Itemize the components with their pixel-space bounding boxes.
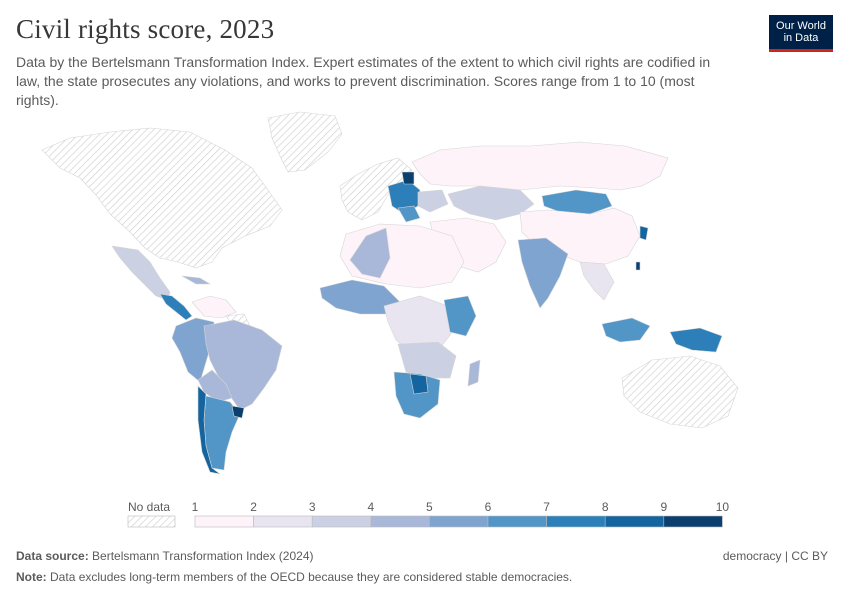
legend-bin-1[interactable] <box>194 515 254 528</box>
note-label: Note: <box>16 570 47 584</box>
legend-tick-labels: 1 2 3 4 5 6 7 8 9 10 <box>192 500 730 514</box>
legend-color-bins <box>194 515 723 528</box>
region-southern-africa[interactable] <box>397 341 457 379</box>
legend-tick-10: 10 <box>716 500 730 514</box>
region-greenland[interactable] <box>267 111 343 173</box>
source-label: Data source: <box>16 549 89 563</box>
region-russia[interactable] <box>411 141 669 191</box>
legend-tick-2: 2 <box>250 500 257 514</box>
region-madagascar[interactable] <box>467 359 481 387</box>
region-brazil[interactable] <box>203 319 283 411</box>
region-west-south-america[interactable] <box>171 317 215 383</box>
region-australia[interactable] <box>621 355 739 429</box>
legend-tick-6: 6 <box>485 500 492 514</box>
region-venezuela[interactable] <box>191 295 237 319</box>
region-taiwan[interactable] <box>635 261 641 271</box>
legend-tick-5: 5 <box>426 500 433 514</box>
note-text: Data excludes long-term members of the O… <box>50 570 573 584</box>
legend-tick-4: 4 <box>367 500 374 514</box>
region-cuba[interactable] <box>181 275 212 285</box>
legend-bin-6[interactable] <box>487 515 547 528</box>
source-line: Data source: Bertelsmann Transformation … <box>16 549 314 563</box>
note-line: Note: Data excludes long-term members of… <box>16 570 572 584</box>
region-ukraine[interactable] <box>417 189 449 213</box>
legend-bin-4[interactable] <box>370 515 430 528</box>
logo-line-1: Our World <box>776 20 826 32</box>
region-south-africa[interactable] <box>393 371 441 419</box>
region-mongolia[interactable] <box>541 189 613 215</box>
region-algeria[interactable] <box>349 227 391 279</box>
region-baltics[interactable] <box>401 171 415 185</box>
region-central-america[interactable] <box>159 293 193 321</box>
region-southeast-asia[interactable] <box>579 261 615 301</box>
chart-subtitle: Data by the Bertelsmann Transformation I… <box>16 54 711 108</box>
legend-bin-2[interactable] <box>253 515 313 528</box>
legend-bin-9[interactable] <box>663 515 723 528</box>
region-chile[interactable] <box>197 385 221 475</box>
region-balkans[interactable] <box>397 205 421 223</box>
legend-bin-3[interactable] <box>311 515 372 528</box>
legend-tick-1: 1 <box>192 500 199 514</box>
source-text[interactable]: Bertelsmann Transformation Index (2024) <box>92 549 314 563</box>
legend-no-data-label: No data <box>128 500 170 514</box>
legend-tick-9: 9 <box>660 500 667 514</box>
owid-logo[interactable]: Our World in Data <box>769 15 833 52</box>
legend-tick-7: 7 <box>543 500 550 514</box>
region-indonesia-east[interactable] <box>669 327 723 353</box>
legend-bin-7[interactable] <box>546 515 606 528</box>
region-india[interactable] <box>517 237 569 309</box>
region-uruguay[interactable] <box>231 405 245 419</box>
region-botswana[interactable] <box>409 373 429 395</box>
world-map: No data 1 2 3 4 5 6 7 8 9 10 <box>41 111 739 528</box>
legend-bin-5[interactable] <box>429 515 489 528</box>
legend-no-data-swatch <box>127 515 176 528</box>
chart-title: Civil rights score, 2023 <box>16 14 275 44</box>
license-text[interactable]: democracy | CC BY <box>722 549 828 563</box>
region-korea[interactable] <box>639 225 649 241</box>
map-legend: No data 1 2 3 4 5 6 7 8 9 10 <box>127 500 730 528</box>
region-east-africa[interactable] <box>443 295 477 337</box>
legend-bin-8[interactable] <box>604 515 665 528</box>
region-indonesia-west[interactable] <box>601 317 651 343</box>
legend-tick-3: 3 <box>309 500 316 514</box>
logo-line-2: in Data <box>783 32 819 44</box>
region-north-america[interactable] <box>41 127 283 269</box>
legend-tick-8: 8 <box>602 500 609 514</box>
